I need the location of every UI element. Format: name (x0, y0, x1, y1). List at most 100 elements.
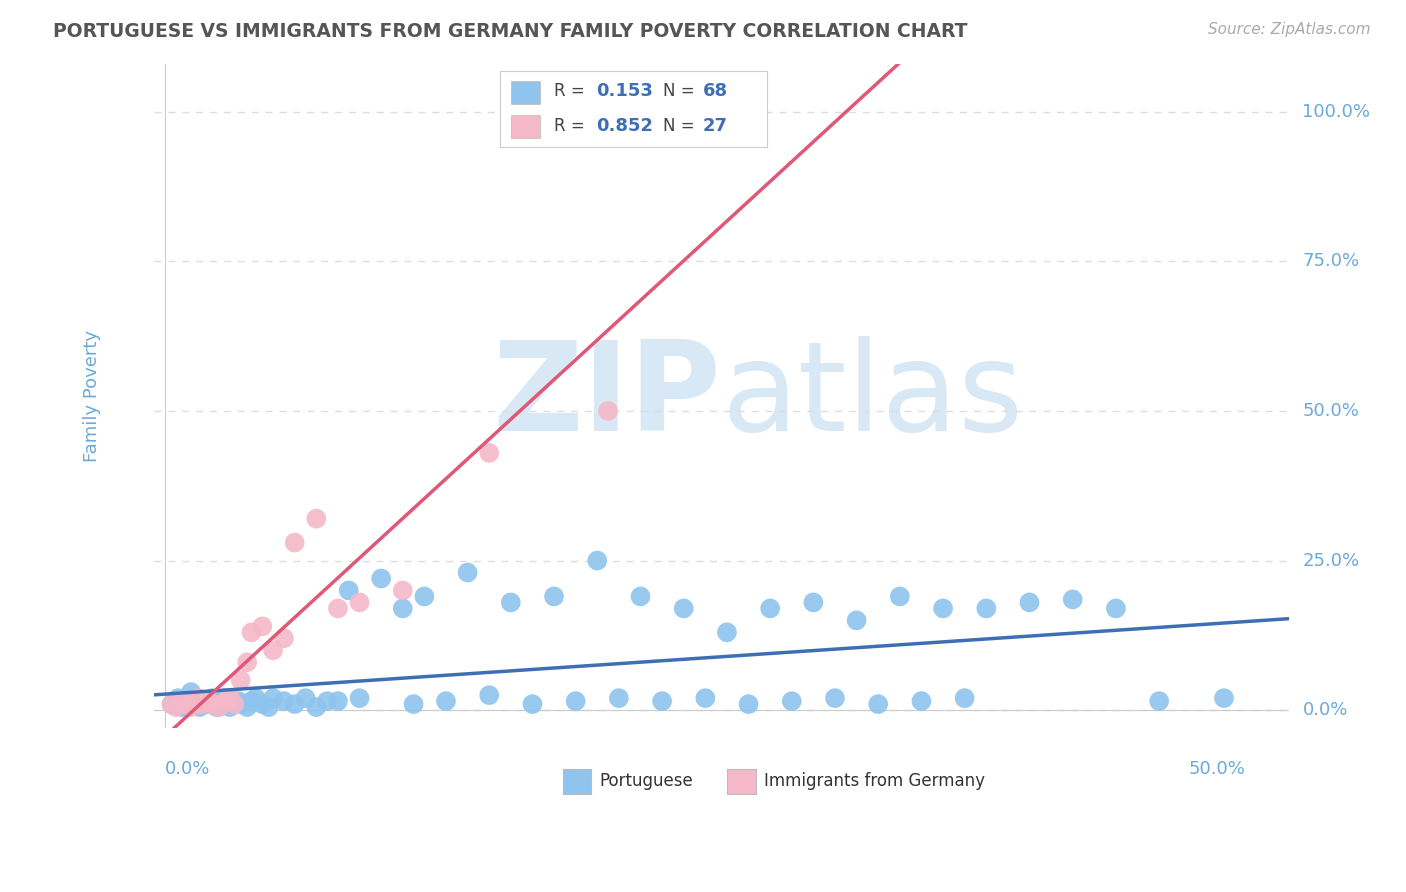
Point (695, 691, 717, 706)
Point (716, 625, 738, 640)
Point (245, 691, 267, 706)
Point (252, 697, 274, 711)
Point (208, 700, 231, 714)
Point (181, 697, 204, 711)
Point (229, 697, 252, 711)
Point (180, 685, 202, 699)
Point (737, 697, 759, 711)
Point (257, 700, 280, 714)
Point (186, 691, 208, 706)
Point (228, 694, 250, 708)
Point (165, 700, 187, 714)
Point (188, 700, 211, 714)
Point (596, 404, 619, 418)
Point (273, 694, 295, 708)
Point (499, 595, 522, 609)
Point (201, 691, 224, 706)
Text: ZIP: ZIP (492, 335, 721, 457)
Point (229, 673, 252, 688)
Text: 50.0%: 50.0% (1188, 760, 1246, 778)
Text: Source: ZipAtlas.com: Source: ZipAtlas.com (1208, 22, 1371, 37)
Point (236, 700, 259, 714)
Point (191, 697, 214, 711)
Point (212, 694, 235, 708)
Point (868, 697, 890, 711)
Point (349, 595, 371, 609)
Point (413, 590, 436, 604)
Text: atlas: atlas (721, 335, 1024, 457)
Point (1018, 595, 1040, 609)
Point (932, 601, 955, 615)
Point (326, 694, 349, 708)
Text: Portuguese: Portuguese (599, 772, 693, 790)
Point (564, 694, 586, 708)
Text: 0.0%: 0.0% (165, 760, 211, 778)
Point (586, 553, 609, 567)
Point (651, 694, 673, 708)
Point (845, 613, 868, 627)
Point (176, 697, 198, 711)
Point (974, 601, 997, 615)
Point (672, 601, 695, 615)
Point (205, 700, 228, 714)
Point (824, 691, 846, 706)
Point (252, 619, 274, 633)
Point (262, 691, 284, 706)
Point (316, 694, 339, 708)
Point (214, 691, 236, 706)
Text: PORTUGUESE VS IMMIGRANTS FROM GERMANY FAMILY POVERTY CORRELATION CHART: PORTUGUESE VS IMMIGRANTS FROM GERMANY FA… (53, 22, 967, 41)
Point (284, 535, 307, 549)
Point (349, 691, 371, 706)
Point (391, 601, 413, 615)
Point (337, 583, 360, 598)
Point (1147, 694, 1170, 708)
Point (218, 700, 240, 714)
Point (434, 694, 457, 708)
Point (218, 691, 240, 706)
Text: Immigrants from Germany: Immigrants from Germany (763, 772, 984, 790)
Point (478, 446, 501, 460)
Point (457, 566, 479, 580)
Point (1213, 691, 1236, 706)
Point (160, 697, 183, 711)
Point (240, 625, 263, 640)
Point (273, 632, 295, 646)
Point (176, 694, 198, 708)
Point (160, 697, 183, 711)
Point (208, 697, 231, 711)
Point (201, 697, 224, 711)
Point (478, 688, 501, 702)
Text: Family Poverty: Family Poverty (83, 330, 101, 462)
Point (1062, 592, 1084, 607)
Point (197, 694, 219, 708)
Point (305, 511, 328, 525)
Point (630, 590, 652, 604)
Point (214, 694, 236, 708)
Point (391, 583, 413, 598)
Point (284, 697, 307, 711)
Point (224, 697, 246, 711)
Point (294, 691, 316, 706)
Text: 50.0%: 50.0% (1302, 402, 1360, 420)
Point (197, 697, 219, 711)
Point (780, 694, 803, 708)
Text: 25.0%: 25.0% (1302, 551, 1360, 570)
Point (224, 697, 246, 711)
Point (803, 595, 825, 609)
Text: 75.0%: 75.0% (1302, 252, 1360, 270)
Point (262, 643, 284, 657)
Point (180, 700, 202, 714)
Point (370, 572, 392, 586)
Point (326, 601, 349, 615)
Point (305, 700, 328, 714)
Point (240, 694, 263, 708)
Point (716, 117, 738, 131)
Point (889, 590, 911, 604)
Point (543, 590, 565, 604)
Point (522, 697, 544, 711)
Text: 0.0%: 0.0% (1302, 701, 1348, 719)
Point (402, 697, 425, 711)
Point (193, 694, 215, 708)
Point (759, 601, 782, 615)
Point (953, 691, 976, 706)
